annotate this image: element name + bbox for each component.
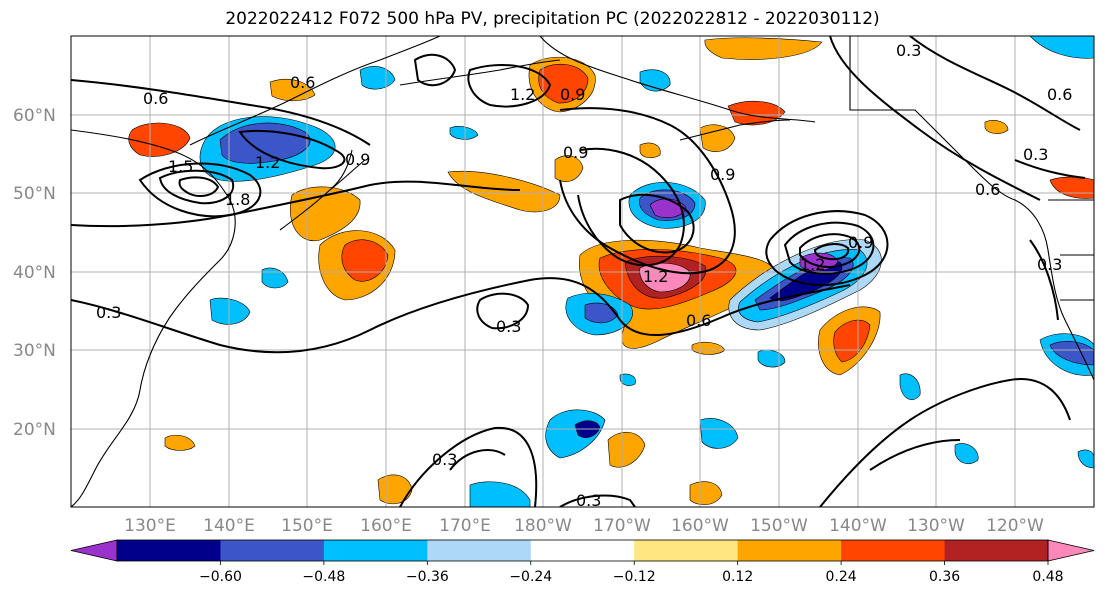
- lon-tick-label: 130°W: [907, 516, 965, 536]
- colorbar-tick-label: −0.12: [613, 569, 656, 585]
- precip-anomaly-neg-coast-inner: [1049, 341, 1094, 366]
- lat-tick-label: 20°N: [13, 420, 56, 440]
- contour-label: 1.2: [510, 85, 535, 104]
- colorbar-bin: [841, 540, 946, 561]
- precip-patch: [209, 297, 251, 325]
- precip-patch: [699, 124, 736, 152]
- colorbar: −0.60 −0.48 −0.36 −0.24 −0.12 0.12 0.24 0.36 0.4…: [70, 539, 1095, 585]
- colorbar-tick-label: −0.60: [199, 569, 242, 585]
- colorbar-bin: [634, 540, 739, 561]
- lat-tick-label: 60°N: [13, 106, 56, 126]
- lon-tick-label: 140°W: [829, 516, 887, 536]
- contour-label: 0.6: [686, 311, 711, 330]
- contour-label: 0.9: [848, 233, 873, 252]
- latitude-labels: 60°N 50°N 40°N 30°N 20°N: [13, 106, 56, 440]
- lat-tick-label: 40°N: [13, 263, 56, 283]
- contour-label: 1.2: [643, 267, 668, 286]
- precip-patch: [899, 373, 921, 400]
- precip-patch: [699, 418, 739, 449]
- colorbar-tick-label: 0.36: [929, 569, 960, 585]
- colorbar-bin: [117, 540, 221, 561]
- precip-anomaly-pos-central-peak: [639, 262, 691, 293]
- precip-patch: [704, 37, 823, 60]
- contour-label: 0.3: [896, 41, 921, 60]
- colorbar-tick-label: 0.24: [826, 569, 857, 585]
- map-title: 2022022412 F072 500 hPa PV, precipitatio…: [225, 9, 880, 29]
- lon-tick-label: 180°W: [514, 516, 572, 536]
- pv-contours: [71, 36, 1086, 507]
- precip-anomaly-neg-sw-inner: [584, 302, 619, 324]
- colorbar-frame: [116, 539, 1049, 562]
- contour-label: 0.3: [96, 303, 121, 322]
- colorbar-bin: [530, 540, 635, 561]
- contour-label: 0.3: [496, 317, 521, 336]
- contour-label: 0.3: [576, 491, 601, 510]
- colorbar-tick-label: −0.24: [509, 569, 552, 585]
- precip-patch: [447, 170, 561, 213]
- lon-tick-label: 170°E: [439, 516, 491, 536]
- colorbar-bin: [220, 540, 325, 561]
- contour-label: 0.3: [1037, 255, 1062, 274]
- precip-patch: [164, 434, 196, 451]
- contour-label: 0.9: [563, 143, 588, 162]
- contour-label: 0.9: [560, 85, 585, 104]
- lon-tick-label: 140°E: [203, 516, 255, 536]
- contour-label: 0.6: [290, 73, 315, 92]
- contour-label: 0.6: [975, 180, 1000, 199]
- map-frame: [70, 35, 1095, 508]
- lon-tick-label: 150°E: [281, 516, 333, 536]
- colorbar-bin: [944, 540, 1049, 561]
- contour-label: 1.2: [800, 255, 825, 274]
- colorbar-tick-label: −0.48: [302, 569, 345, 585]
- precip-patch: [607, 432, 646, 468]
- precip-patch: [639, 142, 661, 159]
- lon-tick-label: 150°W: [750, 516, 808, 536]
- contour-label: 1.5: [168, 157, 193, 176]
- lat-tick-label: 30°N: [13, 341, 56, 361]
- precip-patch: [954, 443, 979, 464]
- precip-anomaly-pos-alaska-inner: [538, 63, 589, 104]
- colorbar-tick-label: −0.36: [406, 569, 449, 585]
- precip-patch: [261, 267, 289, 289]
- coastlines: [71, 36, 1094, 507]
- precip-patch: [449, 126, 479, 140]
- precip-patch: [128, 122, 191, 157]
- colorbar-bin: [737, 540, 842, 561]
- contour-label: 0.6: [143, 89, 168, 108]
- precip-patch: [469, 481, 531, 507]
- lon-tick-label: 130°E: [124, 516, 176, 536]
- precip-anomaly-pos-japan-2-inner: [341, 239, 389, 282]
- contour-label: 0.9: [710, 165, 735, 184]
- contour-label: 0.3: [1023, 145, 1048, 164]
- precip-anomaly-pos-japan: [290, 186, 361, 242]
- colorbar-bin: [323, 540, 428, 561]
- precip-patch: [269, 78, 316, 102]
- contour-label: 1.8: [225, 190, 250, 209]
- contour-label: 0.3: [432, 450, 457, 469]
- contour-label: 0.9: [345, 150, 370, 169]
- lon-tick-label: 160°W: [671, 516, 729, 536]
- map-content: 0.6 0.6 1.5 1.2 1.8 0.9 1.2 0.9 0.9 1.2 …: [71, 36, 1094, 510]
- graticule: [71, 36, 1094, 507]
- colorbar-tick-label: 0.12: [722, 569, 753, 585]
- colorbar-tick-label: 0.48: [1032, 569, 1063, 585]
- colorbar-extend-low: [70, 539, 118, 562]
- precip-patch: [1077, 449, 1094, 469]
- precip-patch: [984, 120, 1009, 134]
- lat-tick-label: 50°N: [13, 184, 56, 204]
- lon-tick-label: 120°W: [986, 516, 1044, 536]
- contour-label-group: 0.6 0.6 1.5 1.2 1.8 0.9 1.2 0.9 0.9 1.2 …: [96, 41, 1072, 510]
- colorbar-bin: [427, 540, 532, 561]
- lon-tick-label: 160°E: [360, 516, 412, 536]
- precip-patch: [689, 481, 723, 505]
- precip-patch: [619, 373, 636, 386]
- longitude-labels: 130°E 140°E 150°E 160°E 170°E 180°W 170°…: [124, 516, 1044, 536]
- colorbar-extend-high: [1047, 539, 1095, 562]
- contour-label: 0.6: [1047, 85, 1072, 104]
- contour-label: 1.2: [255, 153, 280, 172]
- lon-tick-label: 170°W: [593, 516, 651, 536]
